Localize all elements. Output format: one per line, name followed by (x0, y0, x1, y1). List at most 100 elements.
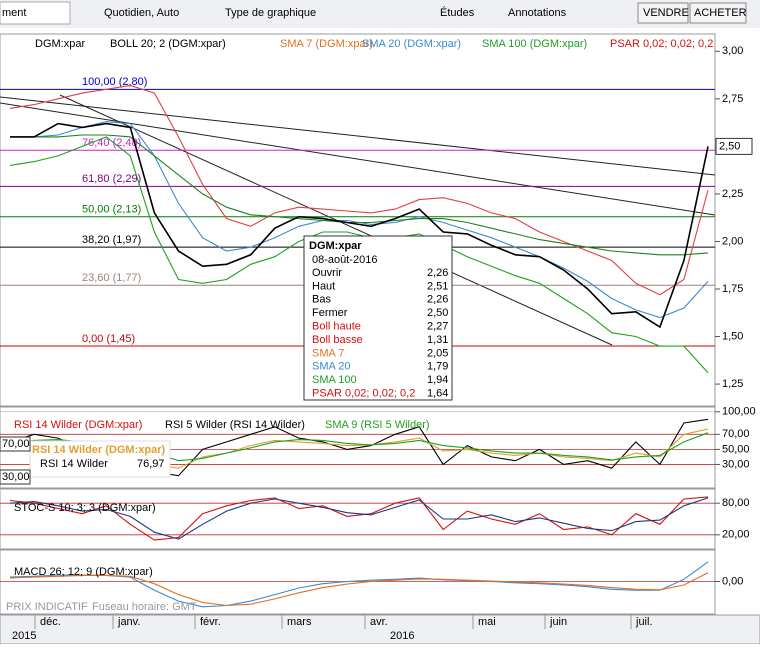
tooltip-label: SMA 100 (312, 374, 357, 386)
price-tag-label: 2,50 (719, 140, 740, 152)
search-box[interactable] (0, 1, 71, 25)
y-tick-label: 2,25 (722, 188, 743, 200)
fib-label: 38,20 (1,97) (82, 234, 141, 246)
y-tick-label: 50,00 (722, 443, 750, 455)
legend-entry[interactable]: SMA 9 (RSI 5 Wilder) (325, 419, 430, 431)
fib-label: 50,00 (2,13) (82, 204, 141, 216)
tooltip-value: 2,27 (427, 321, 448, 333)
fib-label: 100,00 (2,80) (82, 76, 147, 88)
fib-label: 23,60 (1,77) (82, 272, 141, 284)
month-label: mai (478, 616, 496, 628)
y-tick-label: 1,75 (722, 283, 743, 295)
rsi-overlay-title: RSI 14 Wilder (DGM:xpar) (32, 444, 165, 456)
series-line (10, 122, 709, 329)
month-label: mars (287, 616, 312, 628)
y-tick-label: 3,00 (722, 45, 743, 57)
month-label: févr. (200, 616, 221, 628)
sell-button[interactable] (637, 2, 689, 24)
series-line (10, 134, 709, 256)
y-tick-label: 2,00 (722, 235, 743, 247)
series-line (9, 496, 709, 541)
studies-menu[interactable]: Études (440, 6, 475, 19)
toolbar (0, 0, 760, 28)
y-tick-label: 80,00 (722, 497, 750, 509)
legend-entry[interactable]: RSI 14 Wilder (DGM:xpar) (14, 419, 142, 431)
tooltip-value: 2,26 (427, 294, 448, 306)
tooltip-label: Haut (312, 280, 335, 292)
legend-entry[interactable]: STOC-S 10; 3; 3 (DGM:xpar) (14, 502, 156, 514)
tooltip-title: DGM:xpar (309, 240, 362, 252)
x-axis (0, 614, 760, 645)
left-tag (0, 436, 31, 452)
y-tick-label: 2,75 (722, 93, 743, 105)
price-tag (715, 137, 753, 155)
series-line (9, 84, 709, 296)
left-tag-label: 70,00 (2, 438, 30, 450)
legend-entry[interactable]: BOLL 20; 2 (DGM:xpar) (110, 38, 226, 50)
sell-label[interactable]: VENDRE (643, 7, 689, 19)
month-label: juil. (635, 616, 653, 628)
tooltip-label: PSAR 0,02; 0,02; 0,2 (312, 388, 415, 400)
legend-entry[interactable]: PSAR 0,02; 0,02; 0,2 (610, 38, 713, 50)
tooltip-value: 2,05 (427, 347, 448, 359)
tooltip-label: Boll basse (312, 334, 363, 346)
series-line (9, 572, 709, 607)
year-label: 2016 (390, 630, 414, 642)
tooltip (303, 235, 453, 401)
legend-entry[interactable]: SMA 7 (DGM:xpar) (280, 38, 373, 50)
left-tag-label: 30,00 (2, 471, 30, 483)
buy-button[interactable] (689, 2, 747, 24)
legend-entry[interactable]: DGM:xpar (35, 38, 85, 50)
tooltip-label: Bas (312, 294, 331, 306)
rsi-overlay-name: RSI 14 Wilder (40, 458, 108, 470)
legend-entry[interactable]: SMA 100 (DGM:xpar) (482, 38, 587, 50)
y-tick-label: 0,00 (722, 575, 743, 587)
tooltip-date: 08-août-2016 (312, 254, 377, 266)
footer-indicative: PRIX INDICATIF (6, 601, 88, 613)
series-line (9, 136, 709, 374)
tooltip-label: Ouvrir (312, 267, 342, 279)
month-label: déc. (40, 616, 61, 628)
chart-type-menu[interactable]: Type de graphique (225, 7, 316, 19)
y-tick-label: 70,00 (722, 428, 750, 440)
month-label: avr. (370, 616, 388, 628)
y-tick-label: 1,25 (722, 378, 743, 390)
tooltip-label: Fermer (312, 307, 348, 319)
tooltip-value: 2,51 (427, 280, 448, 292)
period-menu[interactable]: Quotidien, Auto (104, 7, 179, 19)
search-text[interactable]: ment (2, 7, 26, 19)
tooltip-value: 2,50 (427, 307, 448, 319)
stoch-panel (0, 488, 716, 550)
rsi-overlay (29, 440, 171, 478)
left-tag (0, 469, 31, 485)
y-tick-label: 20,00 (722, 529, 750, 541)
tooltip-label: SMA 20 (312, 361, 351, 373)
month-label: janv. (117, 616, 140, 628)
tooltip-value: 1,79 (427, 361, 448, 373)
legend-entry[interactable]: RSI 5 Wilder (RSI 14 Wilder) (165, 419, 305, 431)
tooltip-value: 1,31 (427, 334, 448, 346)
legend-entry[interactable]: SMA 20 (DGM:xpar) (362, 38, 461, 50)
fib-label: 61,80 (2,29) (82, 173, 141, 185)
legend-entry[interactable]: MACD 26; 12; 9 (DGM:xpar) (14, 566, 153, 578)
tooltip-label: SMA 7 (312, 347, 344, 359)
tooltip-value: 1,94 (427, 374, 448, 386)
annotations-menu[interactable]: Annotations (508, 7, 567, 19)
month-label: juin (549, 616, 567, 628)
series-line (9, 561, 709, 608)
tooltip-label: Boll haute (312, 321, 361, 333)
footer-timezone: Fuseau horaire: GMT (92, 601, 197, 613)
trend-line (0, 96, 716, 176)
y-tick-label: 30,00 (722, 458, 750, 470)
year-label: 2015 (12, 630, 36, 642)
tooltip-value: 1,64 (427, 388, 448, 400)
buy-label[interactable]: ACHETER (694, 7, 747, 19)
y-tick-label: 100,00 (722, 406, 756, 418)
series-line (9, 497, 709, 540)
y-tick-label: 1,50 (722, 330, 743, 342)
rsi-overlay-value: 76,97 (137, 458, 165, 470)
tooltip-value: 2,26 (427, 267, 448, 279)
fib-label: 0,00 (1,45) (82, 333, 135, 345)
